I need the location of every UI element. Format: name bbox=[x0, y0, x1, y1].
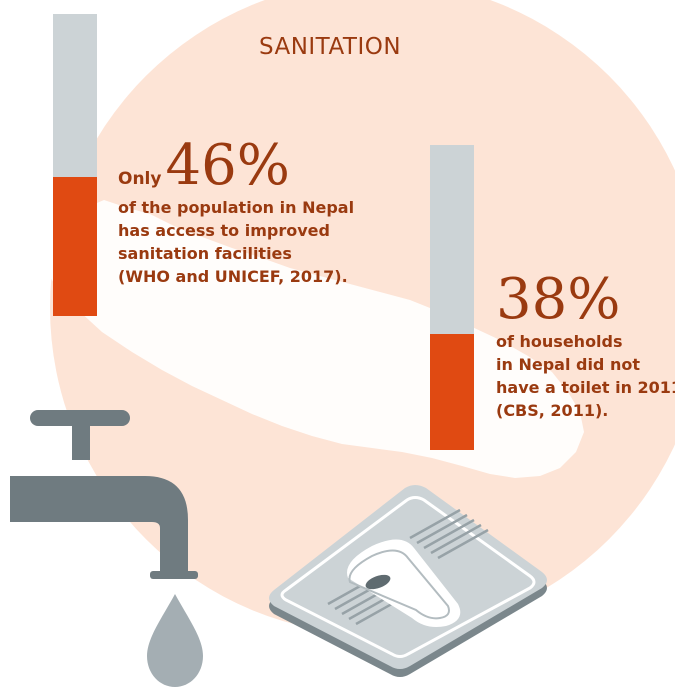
stat-headline: 38% bbox=[496, 272, 675, 328]
description-line: have a toilet in 2011 bbox=[496, 378, 675, 397]
stat-value: 38% bbox=[496, 267, 621, 332]
stat-description: of households in Nepal did not have a to… bbox=[496, 330, 675, 422]
stat-description: of the population in Nepal has access to… bbox=[118, 196, 354, 288]
bar-fill bbox=[430, 334, 474, 450]
stat-headline: Only46% bbox=[118, 138, 354, 194]
description-line: sanitation facilities bbox=[118, 244, 292, 263]
bar-fill bbox=[53, 177, 97, 316]
stat-prefix: Only bbox=[118, 169, 162, 189]
page-title: SANITATION bbox=[258, 34, 402, 60]
description-line: (WHO and UNICEF, 2017). bbox=[118, 267, 348, 286]
stat-value: 46% bbox=[165, 133, 290, 198]
description-line: (CBS, 2011). bbox=[496, 401, 609, 420]
population-percent-bar bbox=[53, 14, 97, 316]
description-line: of households bbox=[496, 332, 623, 351]
description-line: in Nepal did not bbox=[496, 355, 640, 374]
households-stat: 38% of households in Nepal did not have … bbox=[496, 272, 675, 422]
households-percent-bar bbox=[430, 145, 474, 450]
population-stat: Only46% of the population in Nepal has a… bbox=[118, 138, 354, 288]
description-line: has access to improved bbox=[118, 221, 330, 240]
description-line: of the population in Nepal bbox=[118, 198, 355, 217]
